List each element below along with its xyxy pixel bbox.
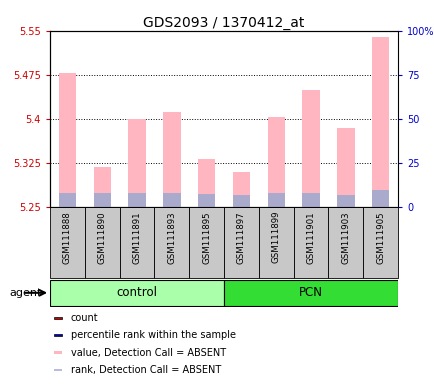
Bar	[154, 207, 189, 278]
Text: GSM111897: GSM111897	[237, 211, 245, 263]
Bar	[232, 172, 250, 207]
Bar	[53, 351, 62, 354]
Bar	[258, 207, 293, 278]
Text: rank, Detection Call = ABSENT: rank, Detection Call = ABSENT	[71, 365, 220, 375]
Text: GSM111893: GSM111893	[167, 211, 176, 263]
Bar	[128, 119, 145, 207]
Bar	[50, 207, 85, 278]
Text: control: control	[116, 286, 157, 299]
Bar	[232, 195, 250, 207]
Bar	[197, 194, 215, 207]
Bar	[119, 207, 154, 278]
Bar	[302, 89, 319, 207]
Bar	[85, 207, 119, 278]
Text: value, Detection Call = ABSENT: value, Detection Call = ABSENT	[71, 348, 226, 358]
Bar	[93, 193, 111, 207]
Text: GSM111895: GSM111895	[202, 211, 210, 263]
Bar	[128, 193, 145, 207]
Bar	[302, 193, 319, 207]
Bar	[59, 73, 76, 207]
Bar	[224, 207, 258, 278]
Text: agent: agent	[9, 288, 41, 298]
Text: PCN: PCN	[298, 286, 322, 299]
Text: GSM111905: GSM111905	[375, 211, 384, 263]
Bar	[224, 280, 397, 306]
Text: GSM111903: GSM111903	[341, 211, 349, 263]
Bar	[53, 334, 62, 336]
Text: GSM111890: GSM111890	[98, 211, 106, 263]
Text: GSM111891: GSM111891	[132, 211, 141, 263]
Bar	[362, 207, 397, 278]
Text: GSM111901: GSM111901	[306, 211, 315, 263]
Bar	[336, 129, 354, 207]
Bar	[163, 112, 180, 207]
Bar	[197, 159, 215, 207]
Bar	[53, 317, 62, 319]
Bar	[371, 190, 388, 207]
Text: count: count	[71, 313, 99, 323]
Bar	[93, 167, 111, 207]
Bar	[50, 280, 224, 306]
Bar	[328, 207, 362, 278]
Bar	[53, 369, 62, 371]
Text: percentile rank within the sample: percentile rank within the sample	[71, 330, 235, 340]
Bar	[267, 193, 284, 207]
Bar	[267, 117, 284, 207]
Text: GSM111888: GSM111888	[63, 211, 72, 264]
Title: GDS2093 / 1370412_at: GDS2093 / 1370412_at	[143, 16, 304, 30]
Bar	[163, 193, 180, 207]
Bar	[371, 36, 388, 207]
Bar	[293, 207, 328, 278]
Text: GSM111899: GSM111899	[271, 211, 280, 263]
Bar	[59, 193, 76, 207]
Bar	[189, 207, 224, 278]
Bar	[336, 195, 354, 207]
